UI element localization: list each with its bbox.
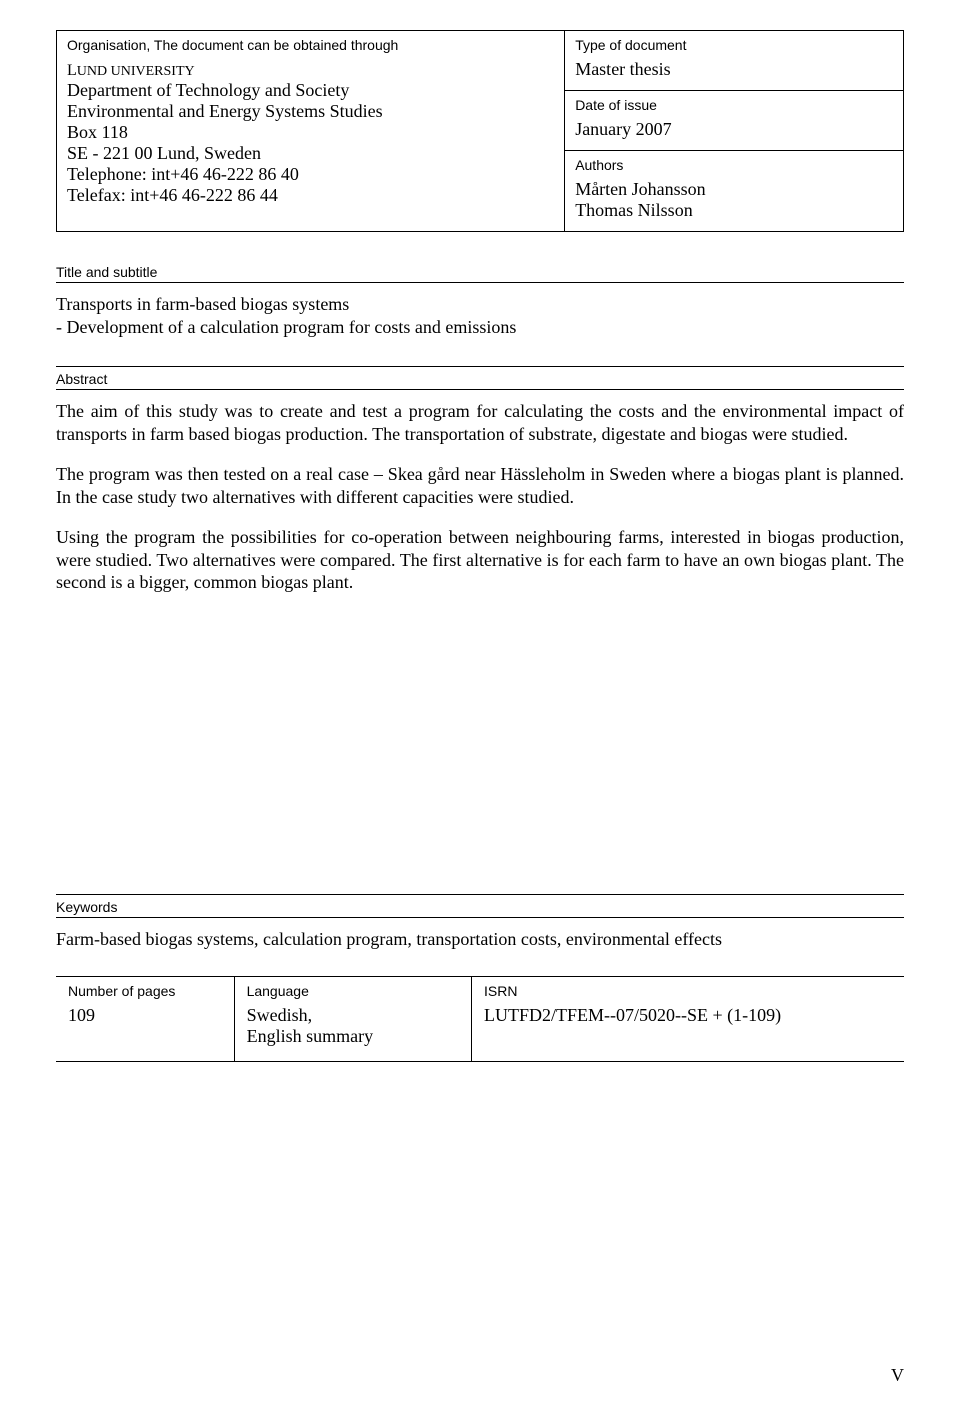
- pages-label: Number of pages: [68, 983, 222, 999]
- title-label: Title and subtitle: [56, 260, 904, 282]
- abstract-text: The aim of this study was to create and …: [56, 400, 904, 594]
- footer-table: Number of pages 109 Language Swedish, En…: [56, 976, 904, 1062]
- organisation-value: LUND UNIVERSITY Department of Technology…: [67, 59, 554, 206]
- abstract-rule-bottom: [56, 389, 904, 390]
- org-fax: Telefax: int+46 46-222 86 44: [67, 185, 278, 205]
- date-cell: Date of issue January 2007: [565, 91, 903, 151]
- org-unit: Environmental and Energy Systems Studies: [67, 101, 383, 121]
- title-rule: [56, 282, 904, 283]
- author-1: Mårten Johansson: [575, 179, 705, 199]
- language-value-2: English summary: [247, 1026, 374, 1046]
- page: Organisation, The document can be obtain…: [0, 0, 960, 1416]
- organisation-label: Organisation, The document can be obtain…: [67, 37, 554, 53]
- author-2: Thomas Nilsson: [575, 200, 693, 220]
- date-label: Date of issue: [575, 97, 893, 113]
- isrn-label: ISRN: [484, 983, 892, 999]
- authors-label: Authors: [575, 157, 893, 173]
- org-tel: Telephone: int+46 46-222 86 40: [67, 164, 299, 184]
- language-value-1: Swedish,: [247, 1005, 313, 1025]
- language-cell: Language Swedish, English summary: [234, 977, 471, 1062]
- org-city: SE - 221 00 Lund, Sweden: [67, 143, 261, 163]
- title-text: Transports in farm-based biogas systems …: [56, 293, 904, 338]
- org-box: Box 118: [67, 122, 128, 142]
- keywords-rule-bottom: [56, 917, 904, 918]
- keywords-section: Keywords Farm-based biogas systems, calc…: [56, 894, 904, 951]
- pages-value: 109: [68, 1005, 222, 1026]
- keywords-value: Farm-based biogas systems, calculation p…: [56, 928, 904, 951]
- org-dept: Department of Technology and Society: [67, 80, 349, 100]
- abstract-p3: Using the program the possibilities for …: [56, 526, 904, 594]
- header-table: Organisation, The document can be obtain…: [56, 30, 904, 232]
- doctype-label: Type of document: [575, 37, 893, 53]
- language-value: Swedish, English summary: [247, 1005, 459, 1047]
- isrn-value: LUTFD2/TFEM--07/5020--SE + (1-109): [484, 1005, 892, 1026]
- language-label: Language: [247, 983, 459, 999]
- organisation-cell: Organisation, The document can be obtain…: [57, 31, 565, 232]
- authors-value: Mårten Johansson Thomas Nilsson: [575, 179, 893, 221]
- pages-cell: Number of pages 109: [56, 977, 234, 1062]
- org-name-rest: UND UNIVERSITY: [77, 64, 195, 79]
- title-section: Title and subtitle Transports in farm-ba…: [56, 260, 904, 338]
- title-line-2: - Development of a calculation program f…: [56, 317, 516, 337]
- meta-cell: Type of document Master thesis Date of i…: [565, 31, 904, 232]
- doctype-cell: Type of document Master thesis: [565, 31, 903, 91]
- authors-cell: Authors Mårten Johansson Thomas Nilsson: [565, 151, 903, 231]
- doctype-value: Master thesis: [575, 59, 893, 80]
- title-line-1: Transports in farm-based biogas systems: [56, 294, 349, 314]
- page-number: V: [891, 1365, 904, 1386]
- abstract-p2: The program was then tested on a real ca…: [56, 463, 904, 508]
- abstract-p1: The aim of this study was to create and …: [56, 400, 904, 445]
- date-value: January 2007: [575, 119, 893, 140]
- isrn-cell: ISRN LUTFD2/TFEM--07/5020--SE + (1-109): [472, 977, 904, 1062]
- abstract-label: Abstract: [56, 367, 904, 389]
- keywords-label: Keywords: [56, 895, 904, 917]
- abstract-section: Abstract The aim of this study was to cr…: [56, 366, 904, 594]
